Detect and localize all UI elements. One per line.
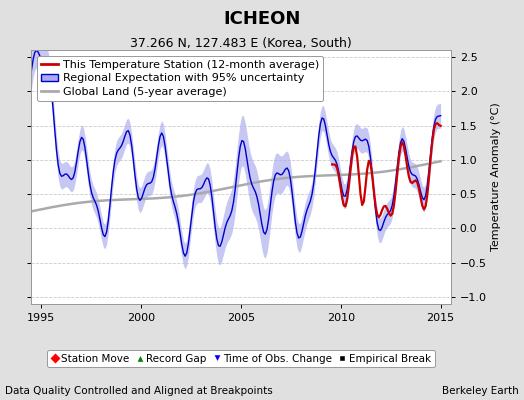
Y-axis label: Temperature Anomaly (°C): Temperature Anomaly (°C) [491, 103, 501, 251]
Legend: Station Move, Record Gap, Time of Obs. Change, Empirical Break: Station Move, Record Gap, Time of Obs. C… [47, 350, 435, 367]
Text: ICHEON: ICHEON [223, 10, 301, 28]
Title: 37.266 N, 127.483 E (Korea, South): 37.266 N, 127.483 E (Korea, South) [130, 37, 352, 50]
Text: Berkeley Earth: Berkeley Earth [442, 386, 519, 396]
Text: Data Quality Controlled and Aligned at Breakpoints: Data Quality Controlled and Aligned at B… [5, 386, 273, 396]
